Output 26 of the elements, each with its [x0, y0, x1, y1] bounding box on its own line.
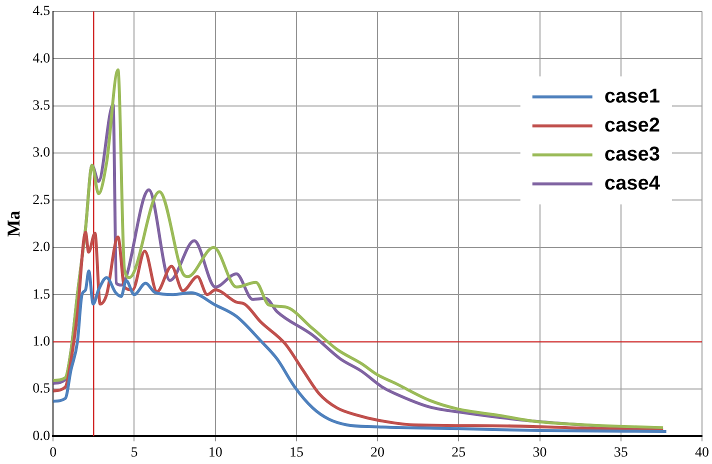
y-tick-label: 1.0 [32, 334, 50, 350]
legend-label: case1 [604, 85, 660, 108]
x-tick-label: 30 [532, 445, 547, 460]
x-tick-label: 10 [208, 445, 222, 460]
x-tick-label: 5 [130, 445, 138, 460]
x-tick-label: 0 [50, 445, 57, 460]
x-tick-label: 15 [289, 445, 304, 460]
legend-label: case3 [604, 143, 660, 166]
line-series [53, 270, 668, 433]
legend-label: case2 [604, 114, 660, 136]
x-tick-label: 40 [695, 445, 709, 460]
y-tick-label: 0.0 [32, 428, 50, 444]
y-tick-label: 3.0 [32, 146, 50, 161]
x-tick-label: 25 [452, 445, 466, 460]
x-tick-label: 35 [614, 445, 628, 460]
y-axis-title: Ma [3, 210, 24, 237]
line-series [53, 230, 665, 432]
y-tick-label: 2.0 [32, 240, 50, 256]
y-tick-label: 2.5 [32, 192, 50, 208]
y-tick-label: 0.5 [32, 382, 50, 397]
y-tick-label: 1.5 [32, 287, 50, 302]
legend-label: case4 [604, 172, 661, 194]
y-tick-label: 3.5 [32, 98, 50, 114]
x-tick-label: 20 [370, 445, 385, 460]
y-tick-label: 4.0 [32, 51, 50, 66]
y-tick-label: 4.5 [32, 4, 50, 20]
